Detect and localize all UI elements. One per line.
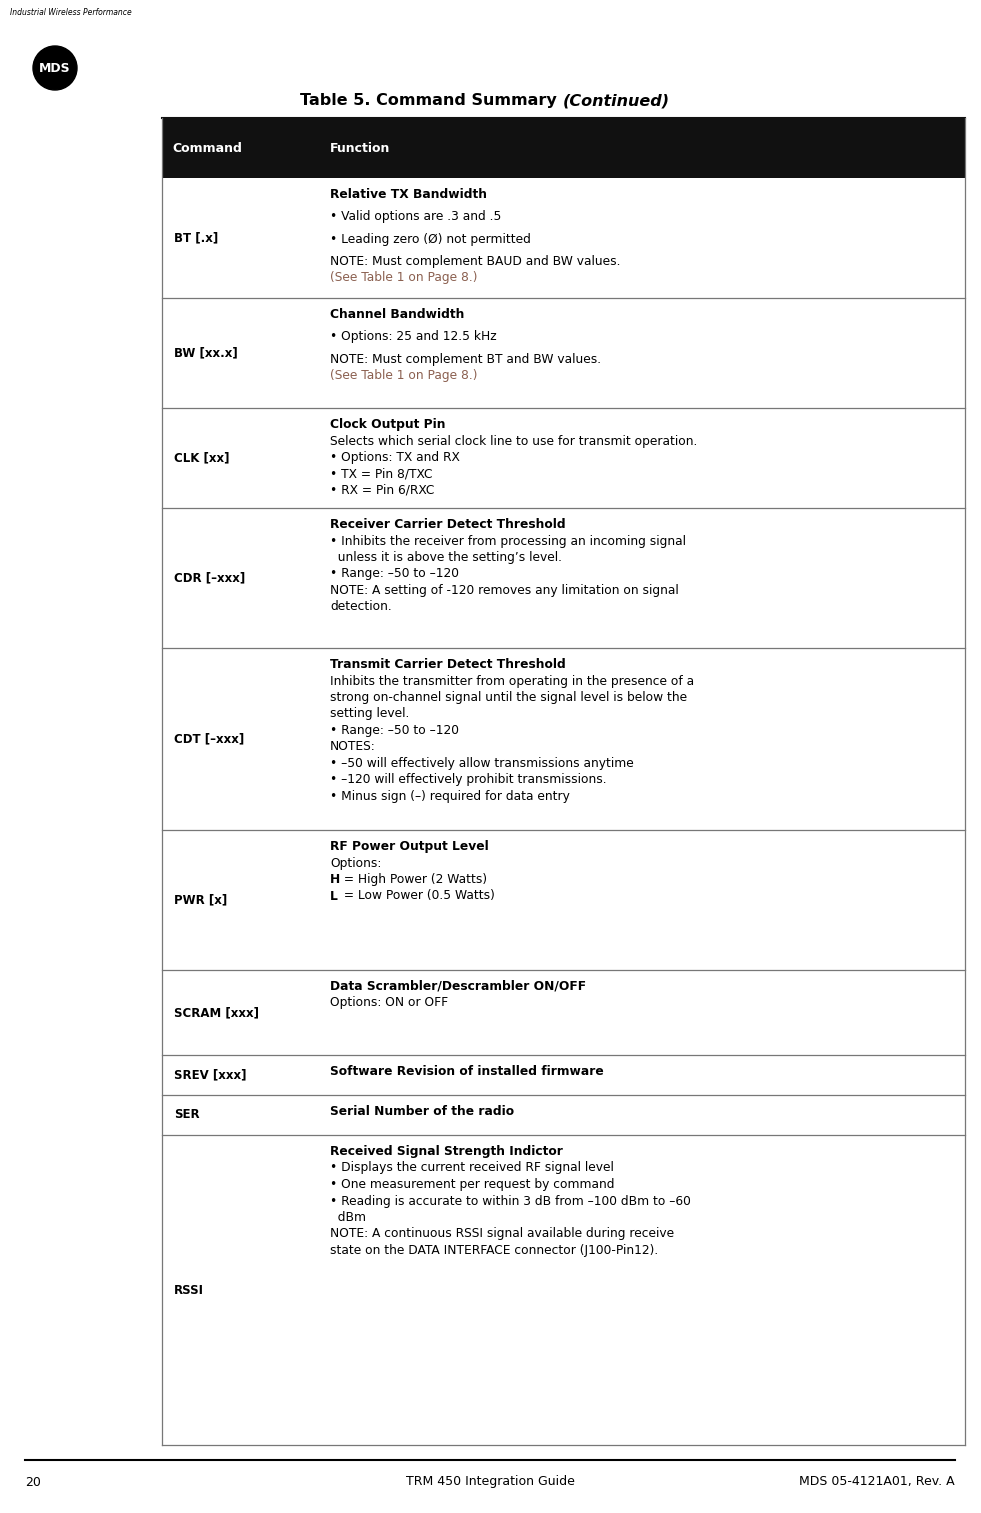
Text: = Low Power (0.5 Watts): = Low Power (0.5 Watts) — [340, 890, 494, 902]
Text: RSSI: RSSI — [174, 1283, 204, 1297]
Text: NOTE: Must complement BAUD and BW values.: NOTE: Must complement BAUD and BW values… — [330, 254, 621, 268]
Text: Selects which serial clock line to use for transmit operation.: Selects which serial clock line to use f… — [330, 434, 697, 448]
FancyBboxPatch shape — [162, 409, 965, 508]
FancyBboxPatch shape — [162, 1095, 965, 1135]
Text: strong on-channel signal until the signal level is below the: strong on-channel signal until the signa… — [330, 691, 687, 704]
Text: • TX = Pin 8/TXC: • TX = Pin 8/TXC — [330, 468, 433, 481]
Text: Channel Bandwidth: Channel Bandwidth — [330, 309, 464, 321]
Text: (Continued): (Continued) — [562, 92, 670, 107]
Text: Data Scrambler/Descrambler ON/OFF: Data Scrambler/Descrambler ON/OFF — [330, 980, 586, 993]
Text: Inhibits the transmitter from operating in the presence of a: Inhibits the transmitter from operating … — [330, 675, 695, 687]
Text: Receiver Carrier Detect Threshold: Receiver Carrier Detect Threshold — [330, 517, 566, 531]
Text: H: H — [330, 873, 340, 887]
Text: Function: Function — [330, 142, 390, 154]
Text: NOTE: A setting of -120 removes any limitation on signal: NOTE: A setting of -120 removes any limi… — [330, 584, 679, 598]
Text: dBm: dBm — [330, 1210, 366, 1224]
Text: • Minus sign (–) required for data entry: • Minus sign (–) required for data entry — [330, 790, 570, 803]
Text: • One measurement per request by command: • One measurement per request by command — [330, 1179, 614, 1191]
FancyBboxPatch shape — [162, 831, 965, 970]
Text: Industrial Wireless Performance: Industrial Wireless Performance — [10, 8, 131, 17]
Text: Received Signal Strength Indictor: Received Signal Strength Indictor — [330, 1145, 563, 1157]
Text: • Leading zero (Ø) not permitted: • Leading zero (Ø) not permitted — [330, 233, 531, 245]
Text: (See Table 1 on Page 8.): (See Table 1 on Page 8.) — [330, 369, 478, 383]
FancyBboxPatch shape — [162, 970, 965, 1055]
Text: Table 5. Command Summary: Table 5. Command Summary — [300, 92, 562, 107]
Text: • –120 will effectively prohibit transmissions.: • –120 will effectively prohibit transmi… — [330, 773, 606, 787]
Text: SCRAM [xxx]: SCRAM [xxx] — [174, 1006, 259, 1018]
Text: • –50 will effectively allow transmissions anytime: • –50 will effectively allow transmissio… — [330, 756, 634, 770]
FancyBboxPatch shape — [162, 179, 965, 298]
Text: BW [xx.x]: BW [xx.x] — [174, 346, 237, 360]
Text: Options: ON or OFF: Options: ON or OFF — [330, 997, 448, 1009]
Text: • RX = Pin 6/RXC: • RX = Pin 6/RXC — [330, 484, 435, 496]
Text: NOTES:: NOTES: — [330, 740, 376, 753]
Text: SER: SER — [174, 1109, 199, 1121]
Text: = High Power (2 Watts): = High Power (2 Watts) — [340, 873, 488, 887]
Text: • Options: TX and RX: • Options: TX and RX — [330, 451, 460, 464]
Text: Serial Number of the radio: Serial Number of the radio — [330, 1104, 514, 1118]
Text: RF Power Output Level: RF Power Output Level — [330, 840, 489, 853]
FancyBboxPatch shape — [162, 1055, 965, 1095]
Text: CDR [–xxx]: CDR [–xxx] — [174, 572, 245, 584]
Text: BT [.x]: BT [.x] — [174, 231, 218, 245]
Text: Transmit Carrier Detect Threshold: Transmit Carrier Detect Threshold — [330, 658, 566, 670]
Text: • Range: –50 to –120: • Range: –50 to –120 — [330, 725, 459, 737]
Text: • Displays the current received RF signal level: • Displays the current received RF signa… — [330, 1162, 614, 1174]
Text: • Reading is accurate to within 3 dB from –100 dBm to –60: • Reading is accurate to within 3 dB fro… — [330, 1194, 691, 1207]
Text: • Valid options are .3 and .5: • Valid options are .3 and .5 — [330, 210, 501, 224]
FancyBboxPatch shape — [162, 508, 965, 648]
Text: NOTE: Must complement BT and BW values.: NOTE: Must complement BT and BW values. — [330, 353, 601, 366]
Text: SREV [xxx]: SREV [xxx] — [174, 1068, 246, 1082]
Text: Options:: Options: — [330, 856, 382, 870]
FancyBboxPatch shape — [162, 118, 965, 179]
Text: (See Table 1 on Page 8.): (See Table 1 on Page 8.) — [330, 271, 478, 284]
Text: PWR [x]: PWR [x] — [174, 894, 228, 906]
FancyBboxPatch shape — [162, 1135, 965, 1445]
Text: unless it is above the setting’s level.: unless it is above the setting’s level. — [330, 551, 562, 564]
Text: • Range: –50 to –120: • Range: –50 to –120 — [330, 567, 459, 581]
Text: Command: Command — [172, 142, 242, 154]
Text: MDS 05-4121A01, Rev. A: MDS 05-4121A01, Rev. A — [800, 1475, 955, 1489]
FancyBboxPatch shape — [162, 298, 965, 409]
Text: TRM 450 Integration Guide: TRM 450 Integration Guide — [405, 1475, 575, 1489]
Text: NOTE: A continuous RSSI signal available during receive: NOTE: A continuous RSSI signal available… — [330, 1227, 674, 1241]
Text: detection.: detection. — [330, 601, 391, 613]
Text: 20: 20 — [25, 1475, 41, 1489]
Text: Relative TX Bandwidth: Relative TX Bandwidth — [330, 188, 487, 201]
Text: Software Revision of installed firmware: Software Revision of installed firmware — [330, 1065, 603, 1077]
Text: Clock Output Pin: Clock Output Pin — [330, 418, 445, 431]
Text: state on the DATA INTERFACE connector (J100-Pin12).: state on the DATA INTERFACE connector (J… — [330, 1244, 658, 1257]
Text: • Inhibits the receiver from processing an incoming signal: • Inhibits the receiver from processing … — [330, 534, 686, 548]
FancyBboxPatch shape — [162, 648, 965, 831]
Circle shape — [33, 45, 77, 89]
Text: CDT [–xxx]: CDT [–xxx] — [174, 732, 244, 746]
Text: • Options: 25 and 12.5 kHz: • Options: 25 and 12.5 kHz — [330, 330, 496, 343]
Text: CLK [xx]: CLK [xx] — [174, 451, 230, 464]
Text: L: L — [330, 890, 337, 902]
Text: setting level.: setting level. — [330, 708, 409, 720]
Text: MDS: MDS — [39, 62, 71, 74]
